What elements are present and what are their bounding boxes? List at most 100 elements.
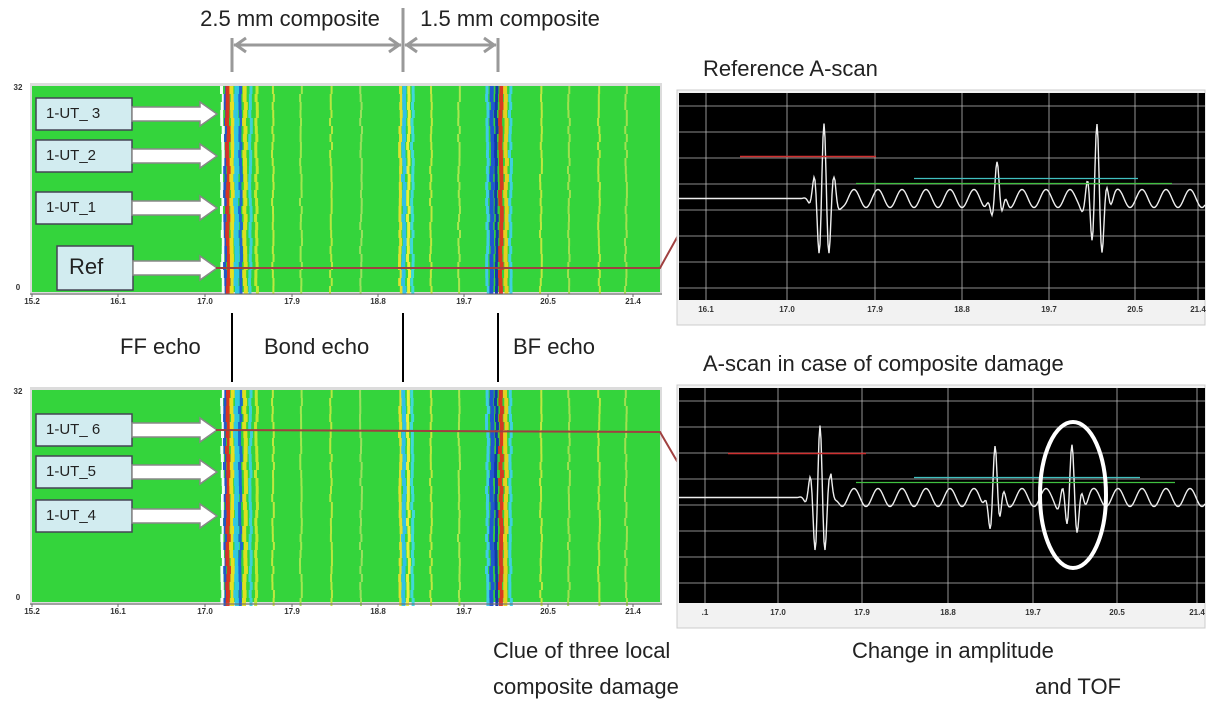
bscan-stripe — [499, 230, 504, 238]
bscan-stripe — [540, 550, 543, 558]
bscan-stripe — [411, 94, 415, 102]
bscan-stripe — [429, 494, 432, 502]
bscan-stripe — [224, 158, 228, 166]
bscan-stripe — [271, 414, 274, 422]
bscan-stripe — [411, 158, 415, 166]
bscan-stripe — [401, 582, 406, 590]
bscan-stripe — [494, 478, 498, 486]
echo-label: FF echo — [120, 334, 201, 359]
caption: Clue of three local — [493, 638, 670, 663]
bscan-stripe — [430, 94, 433, 102]
bscan-stripe — [329, 150, 332, 158]
bscan-stripe — [330, 142, 333, 150]
bscan-stripe — [359, 398, 362, 406]
bscan-stripe — [406, 430, 410, 438]
bscan-stripe — [359, 94, 362, 102]
bscan-stripe — [489, 590, 494, 598]
bscan-stripe — [406, 542, 410, 550]
bscan-stripe — [272, 590, 275, 598]
bscan-stripe — [539, 214, 542, 222]
bscan-stripe — [490, 462, 495, 470]
bscan-stripe — [272, 214, 275, 222]
bscan-stripe — [239, 414, 243, 422]
bscan-stripe — [221, 158, 225, 166]
bscan-stripe — [226, 566, 231, 574]
bscan-stripe — [402, 102, 407, 110]
bscan-stripe — [230, 278, 235, 286]
probe-label: 1-UT_1 — [46, 199, 96, 216]
bscan-stripe — [624, 206, 627, 214]
bscan-stripe — [495, 214, 499, 222]
bscan-stripe — [220, 550, 224, 558]
bscan-stripe — [457, 470, 460, 478]
bscan-stripe — [430, 118, 433, 126]
bscan-stripe — [504, 286, 509, 294]
bscan-stripe — [239, 262, 243, 270]
ascan-screen — [679, 388, 1205, 603]
x-tick-label: 17.9 — [854, 608, 870, 617]
bscan-stripe — [271, 222, 274, 230]
bscan-stripe — [625, 230, 628, 238]
bscan-stripe — [238, 598, 242, 606]
bscan-stripe — [411, 214, 415, 222]
bscan-stripe — [411, 454, 415, 462]
bscan-stripe — [399, 166, 403, 174]
bscan-stripe — [220, 454, 224, 462]
bscan-stripe — [568, 438, 571, 446]
bscan-stripe — [359, 566, 362, 574]
bscan-stripe — [238, 558, 242, 566]
bscan-stripe — [406, 142, 410, 150]
bscan-stripe — [398, 182, 402, 190]
bscan-stripe — [226, 518, 231, 526]
bscan-stripe — [504, 214, 509, 222]
bscan-stripe — [221, 510, 225, 518]
bscan-stripe — [254, 390, 258, 398]
bscan-stripe — [249, 238, 253, 246]
bscan-stripe — [248, 590, 252, 598]
bscan-stripe — [223, 94, 227, 102]
bscan-stripe — [568, 398, 571, 406]
bscan-stripe — [567, 262, 570, 270]
bscan-stripe — [255, 414, 259, 422]
bscan-stripe — [330, 174, 333, 182]
bscan-stripe — [486, 542, 490, 550]
bscan-stripe — [398, 214, 402, 222]
bscan-stripe — [229, 254, 234, 262]
bscan-stripe — [498, 142, 503, 150]
bscan-stripe — [230, 566, 235, 574]
bscan-stripe — [485, 462, 489, 470]
bscan-stripe — [624, 462, 627, 470]
bscan-stripe — [624, 102, 627, 110]
bscan-stripe — [625, 118, 628, 126]
probe-arrow — [131, 458, 219, 486]
bscan-stripe — [490, 414, 495, 422]
bscan-stripe — [243, 430, 248, 438]
bscan-stripe — [239, 390, 243, 398]
bscan-stripe — [234, 390, 240, 398]
bscan-stripe — [539, 174, 542, 182]
bscan-stripe — [539, 510, 542, 518]
bscan-stripe — [255, 102, 259, 110]
bscan-stripe — [330, 574, 333, 582]
bscan-stripe — [230, 94, 235, 102]
bscan-stripe — [429, 590, 432, 598]
bscan-stripe — [597, 502, 600, 510]
bscan-stripe — [223, 510, 227, 518]
bscan-stripe — [401, 446, 406, 454]
bscan-stripe — [499, 502, 504, 510]
bscan-stripe — [223, 518, 227, 526]
echo-label: BF echo — [513, 334, 595, 359]
bscan-stripe — [360, 550, 363, 558]
bscan-stripe — [540, 262, 543, 270]
bscan-stripe — [249, 406, 253, 414]
bscan-stripe — [508, 238, 512, 246]
bscan-stripe — [504, 406, 509, 414]
bscan-stripe — [329, 134, 332, 142]
bscan-stripe — [223, 214, 227, 222]
bscan-stripe — [225, 598, 230, 606]
bscan-stripe — [233, 278, 239, 286]
bscan-stripe — [223, 598, 227, 606]
bscan-stripe — [494, 150, 498, 158]
bscan-stripe — [503, 102, 508, 110]
bscan-stripe — [406, 574, 410, 582]
